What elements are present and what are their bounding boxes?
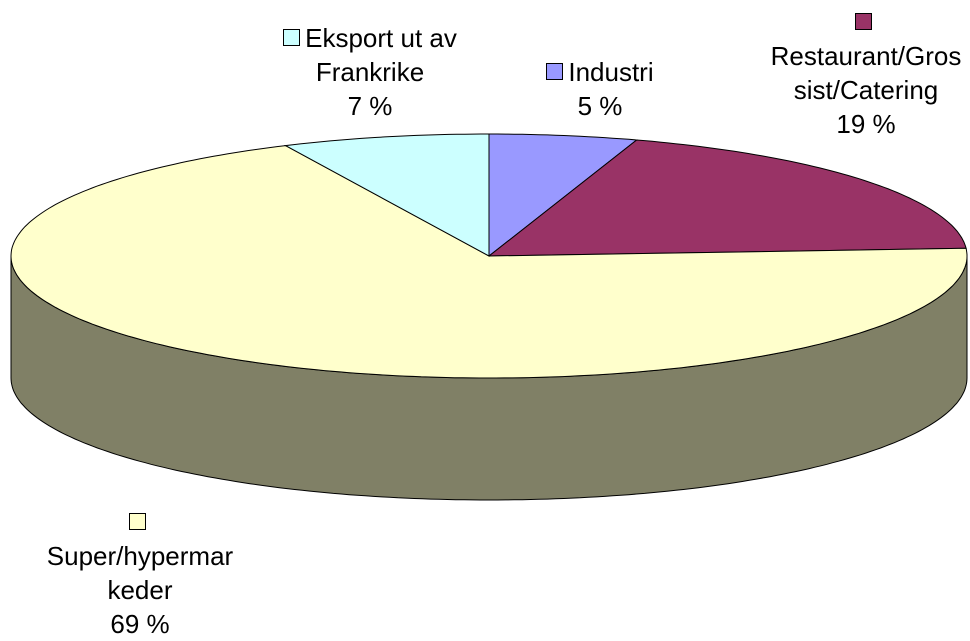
label-value: 5 % <box>577 91 623 121</box>
slice <box>10 145 968 379</box>
legend-swatch <box>546 63 564 80</box>
slice <box>488 133 639 258</box>
label-name: Super/hypermarkeder <box>46 541 234 605</box>
chart <box>10 133 968 501</box>
label-value: 19 % <box>836 109 896 139</box>
label-name: Restaurant/Grossist/Catering <box>770 41 962 105</box>
slice <box>487 139 967 257</box>
label-name: Industri <box>568 57 654 87</box>
label: Super/hypermarkeder 69 % <box>44 505 236 641</box>
label-value: 69 % <box>110 609 170 639</box>
label: Restaurant/Grossist/Catering 19 % <box>770 5 962 141</box>
page: Industri 5 % Restaurant/Grossist/Catering… <box>10 5 968 639</box>
slice <box>283 133 490 257</box>
label-value: 7 % <box>347 91 393 121</box>
label: Eksport ut av Frankrike 7 % <box>270 21 470 123</box>
legend-swatch <box>283 29 301 46</box>
legend-swatch <box>129 513 146 530</box>
legend-swatch <box>855 13 872 30</box>
label-name: Eksport ut av Frankrike <box>305 23 457 87</box>
label: Industri 5 % <box>525 55 675 123</box>
